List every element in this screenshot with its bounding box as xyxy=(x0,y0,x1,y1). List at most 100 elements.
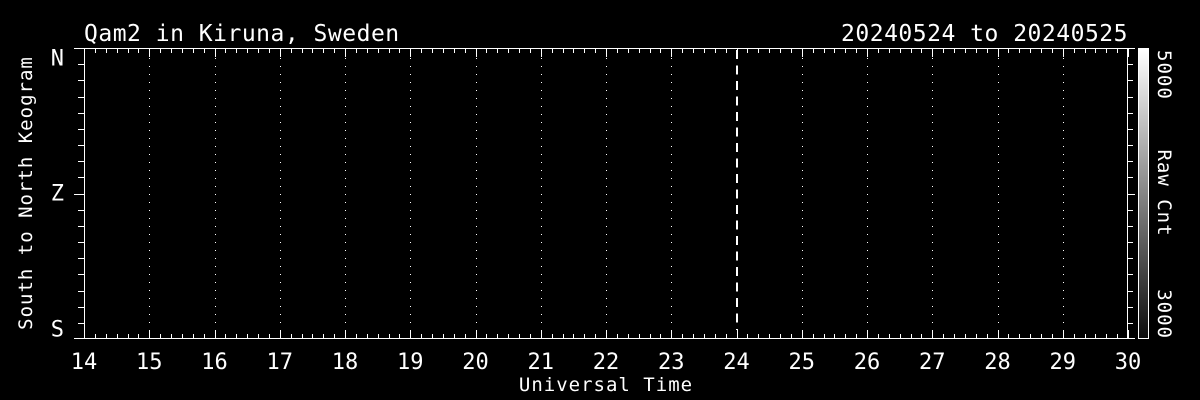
x-minor-tick-top xyxy=(921,49,923,53)
x-minor-tick-top xyxy=(758,49,760,53)
x-minor-tick-top xyxy=(247,49,249,53)
x-minor-tick-top xyxy=(649,49,651,53)
y-minor-tick-left xyxy=(78,112,84,114)
x-major-tick-bottom xyxy=(410,330,412,338)
x-minor-tick-bottom xyxy=(823,334,825,338)
x-minor-tick-bottom xyxy=(236,334,238,338)
hour-gridline xyxy=(345,50,346,329)
x-minor-tick-bottom xyxy=(986,334,988,338)
x-tick-label: 16 xyxy=(201,350,228,375)
x-minor-tick-bottom xyxy=(943,334,945,338)
x-tick-label: 19 xyxy=(397,350,424,375)
x-minor-tick-bottom xyxy=(268,334,270,338)
y-minor-tick-right xyxy=(1128,96,1133,98)
colorbar-min-label: 3000 xyxy=(1153,289,1175,339)
x-minor-tick-top xyxy=(508,49,510,53)
y-major-tick-right xyxy=(1128,338,1135,339)
y-minor-tick-left xyxy=(78,128,84,130)
y-minor-tick-left xyxy=(78,209,84,211)
x-minor-tick-top xyxy=(1095,49,1097,53)
x-minor-tick-top xyxy=(138,49,140,53)
x-minor-tick-top xyxy=(236,49,238,53)
x-minor-tick-top xyxy=(421,49,423,53)
x-major-tick-bottom xyxy=(84,330,85,338)
x-minor-tick-bottom xyxy=(247,334,249,338)
x-minor-tick-bottom xyxy=(312,334,314,338)
x-minor-tick-top xyxy=(160,49,162,53)
y-minor-tick-left xyxy=(78,322,84,324)
x-minor-tick-top xyxy=(334,49,336,53)
x-minor-tick-bottom xyxy=(649,334,651,338)
x-minor-tick-top xyxy=(1073,49,1075,53)
x-minor-tick-top xyxy=(834,49,836,53)
date-range-label: 20240524 to 20240525 xyxy=(841,21,1128,47)
x-minor-tick-top xyxy=(823,49,825,53)
x-minor-tick-bottom xyxy=(1041,334,1042,338)
x-minor-tick-bottom xyxy=(192,334,194,338)
x-minor-tick-top xyxy=(323,49,325,53)
x-minor-tick-top xyxy=(693,49,694,53)
x-tick-label: 28 xyxy=(984,350,1011,375)
x-major-tick-bottom xyxy=(279,330,281,338)
x-minor-tick-bottom xyxy=(366,334,368,338)
x-minor-tick-bottom xyxy=(1095,334,1097,338)
y-minor-tick-right xyxy=(1128,145,1133,146)
x-minor-tick-top xyxy=(856,49,858,53)
x-minor-tick-top xyxy=(1117,49,1119,53)
x-minor-tick-bottom xyxy=(616,334,618,338)
x-minor-tick-top xyxy=(105,49,107,53)
y-minor-tick-right xyxy=(1128,225,1133,227)
x-minor-tick-bottom xyxy=(486,334,488,338)
y-minor-tick-left xyxy=(78,145,84,146)
colorbar-max-label: 5000 xyxy=(1153,50,1175,100)
x-minor-tick-bottom xyxy=(323,334,325,338)
hour-gridline xyxy=(540,50,542,329)
x-minor-tick-bottom xyxy=(290,334,292,338)
x-minor-tick-bottom xyxy=(138,334,140,338)
x-minor-tick-top xyxy=(171,49,172,53)
x-minor-tick-top xyxy=(464,49,466,53)
y-minor-tick-left xyxy=(78,177,84,179)
x-major-tick-top xyxy=(84,49,85,57)
x-major-tick-bottom xyxy=(1128,330,1129,338)
y-minor-tick-right xyxy=(1128,80,1133,82)
x-minor-tick-bottom xyxy=(127,334,129,338)
x-minor-tick-top xyxy=(769,49,771,53)
x-minor-tick-top xyxy=(812,49,814,53)
x-minor-tick-bottom xyxy=(693,334,694,338)
x-minor-tick-top xyxy=(682,49,684,53)
x-minor-tick-bottom xyxy=(747,334,749,338)
hour-gridline xyxy=(867,50,868,329)
x-minor-tick-top xyxy=(116,49,118,53)
x-minor-tick-top xyxy=(638,49,640,53)
x-minor-tick-bottom xyxy=(105,334,107,338)
hour-gridline xyxy=(606,50,607,329)
x-minor-tick-bottom xyxy=(160,334,162,338)
x-minor-tick-bottom xyxy=(377,334,379,338)
x-minor-tick-top xyxy=(377,49,379,53)
x-minor-tick-top xyxy=(660,49,662,53)
marker-dashed-line xyxy=(736,50,738,330)
x-minor-tick-top xyxy=(725,49,727,53)
x-minor-tick-bottom xyxy=(845,334,847,338)
x-minor-tick-bottom xyxy=(769,334,771,338)
x-minor-tick-bottom xyxy=(725,334,727,338)
y-minor-tick-left xyxy=(78,225,84,227)
x-minor-tick-top xyxy=(954,49,955,53)
x-major-tick-bottom xyxy=(606,330,607,338)
x-minor-tick-top xyxy=(290,49,292,53)
x-minor-tick-bottom xyxy=(421,334,423,338)
x-major-tick-bottom xyxy=(1062,330,1064,338)
x-tick-label: 29 xyxy=(1049,350,1077,375)
x-minor-tick-bottom xyxy=(1051,334,1053,338)
hour-gridline xyxy=(671,50,673,329)
x-minor-tick-bottom xyxy=(181,334,183,338)
y-minor-tick-left xyxy=(78,161,84,163)
x-tick-label: 17 xyxy=(266,350,294,375)
x-minor-tick-bottom xyxy=(954,334,955,338)
x-minor-tick-bottom xyxy=(1030,334,1032,338)
x-minor-tick-top xyxy=(1084,49,1086,53)
x-minor-tick-top xyxy=(964,49,966,53)
y-tick-label: S xyxy=(50,317,64,343)
